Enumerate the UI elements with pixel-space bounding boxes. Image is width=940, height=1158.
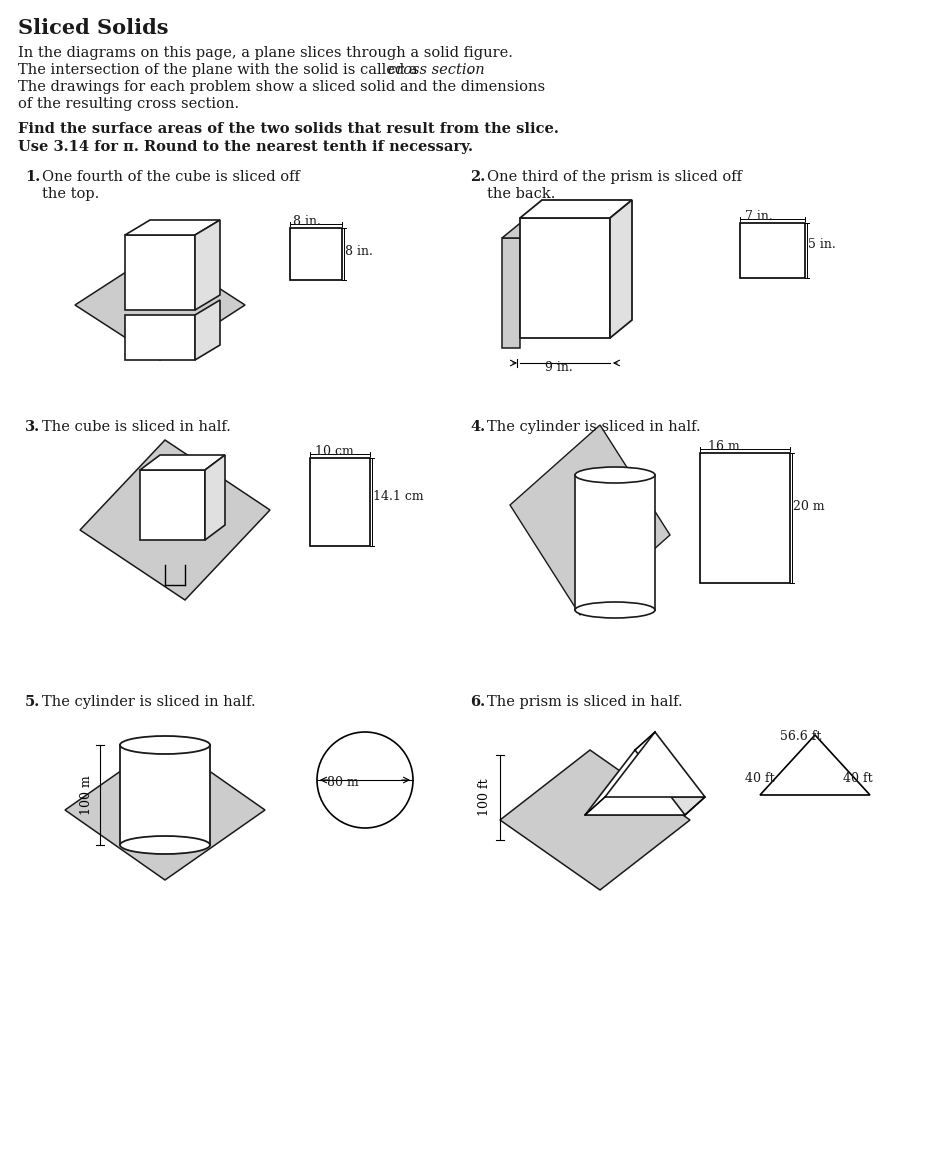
Polygon shape bbox=[605, 732, 705, 797]
Bar bbox=[310, 459, 370, 547]
Polygon shape bbox=[585, 750, 685, 815]
Text: The cylinder is sliced in half.: The cylinder is sliced in half. bbox=[42, 695, 256, 709]
Polygon shape bbox=[520, 200, 632, 218]
Polygon shape bbox=[65, 740, 265, 880]
Text: 40 ft: 40 ft bbox=[745, 772, 775, 785]
Text: 20 m: 20 m bbox=[793, 500, 824, 513]
Text: 80 m: 80 m bbox=[327, 776, 359, 789]
Text: Find the surface areas of the two solids that result from the slice.: Find the surface areas of the two solids… bbox=[18, 122, 559, 135]
Text: 5.: 5. bbox=[25, 695, 40, 709]
Text: 2.: 2. bbox=[470, 170, 485, 184]
Text: of the resulting cross section.: of the resulting cross section. bbox=[18, 97, 239, 111]
Text: the back.: the back. bbox=[487, 186, 556, 201]
Polygon shape bbox=[610, 200, 632, 338]
Text: One fourth of the cube is sliced off: One fourth of the cube is sliced off bbox=[42, 170, 300, 184]
Ellipse shape bbox=[120, 736, 210, 754]
Text: 40 ft: 40 ft bbox=[843, 772, 872, 785]
Text: The drawings for each problem show a sliced solid and the dimensions: The drawings for each problem show a sli… bbox=[18, 80, 545, 94]
Bar bbox=[290, 228, 342, 280]
Bar bbox=[140, 470, 205, 540]
Text: 100 ft: 100 ft bbox=[478, 778, 492, 816]
Text: 4.: 4. bbox=[470, 420, 485, 434]
Bar bbox=[740, 223, 805, 278]
Text: The cube is sliced in half.: The cube is sliced in half. bbox=[42, 420, 231, 434]
Text: the top.: the top. bbox=[42, 186, 100, 201]
Polygon shape bbox=[510, 425, 670, 615]
Text: The cylinder is sliced in half.: The cylinder is sliced in half. bbox=[487, 420, 700, 434]
Polygon shape bbox=[195, 300, 220, 360]
Bar bbox=[700, 453, 790, 582]
Text: 3.: 3. bbox=[25, 420, 40, 434]
Polygon shape bbox=[125, 220, 220, 235]
Ellipse shape bbox=[120, 836, 210, 853]
Polygon shape bbox=[502, 239, 520, 349]
Polygon shape bbox=[80, 440, 270, 600]
Polygon shape bbox=[195, 220, 220, 310]
Polygon shape bbox=[140, 455, 225, 470]
Polygon shape bbox=[500, 750, 690, 891]
Text: The prism is sliced in half.: The prism is sliced in half. bbox=[487, 695, 682, 709]
Text: .: . bbox=[468, 63, 473, 76]
Text: 16 m: 16 m bbox=[708, 440, 740, 453]
Text: The intersection of the plane with the solid is called a: The intersection of the plane with the s… bbox=[18, 63, 422, 76]
Text: 5 in.: 5 in. bbox=[808, 239, 836, 251]
Text: 9 in.: 9 in. bbox=[545, 361, 572, 374]
Polygon shape bbox=[502, 200, 542, 239]
Text: 56.6 ft: 56.6 ft bbox=[780, 730, 822, 743]
Text: 14.1 cm: 14.1 cm bbox=[373, 490, 424, 503]
Bar bbox=[125, 235, 195, 310]
Text: 6.: 6. bbox=[470, 695, 485, 709]
Text: 8 in.: 8 in. bbox=[345, 245, 373, 258]
Text: 8 in.: 8 in. bbox=[293, 215, 321, 228]
Text: 1.: 1. bbox=[25, 170, 40, 184]
Circle shape bbox=[317, 732, 413, 828]
Text: Use 3.14 for π. Round to the nearest tenth if necessary.: Use 3.14 for π. Round to the nearest ten… bbox=[18, 140, 473, 154]
Polygon shape bbox=[75, 250, 245, 360]
Text: 10 cm: 10 cm bbox=[315, 445, 353, 459]
Bar bbox=[120, 745, 210, 845]
Text: 7 in.: 7 in. bbox=[745, 210, 773, 223]
Polygon shape bbox=[585, 797, 705, 815]
Polygon shape bbox=[205, 455, 225, 540]
Polygon shape bbox=[760, 735, 870, 796]
Bar bbox=[575, 475, 655, 610]
Text: In the diagrams on this page, a plane slices through a solid figure.: In the diagrams on this page, a plane sl… bbox=[18, 46, 513, 60]
Text: One third of the prism is sliced off: One third of the prism is sliced off bbox=[487, 170, 742, 184]
Polygon shape bbox=[125, 315, 195, 360]
Text: 100 m: 100 m bbox=[80, 775, 92, 815]
Ellipse shape bbox=[575, 602, 655, 618]
Text: Sliced Solids: Sliced Solids bbox=[18, 19, 168, 38]
Text: cross section: cross section bbox=[388, 63, 485, 76]
Ellipse shape bbox=[575, 467, 655, 483]
Bar bbox=[520, 218, 610, 338]
